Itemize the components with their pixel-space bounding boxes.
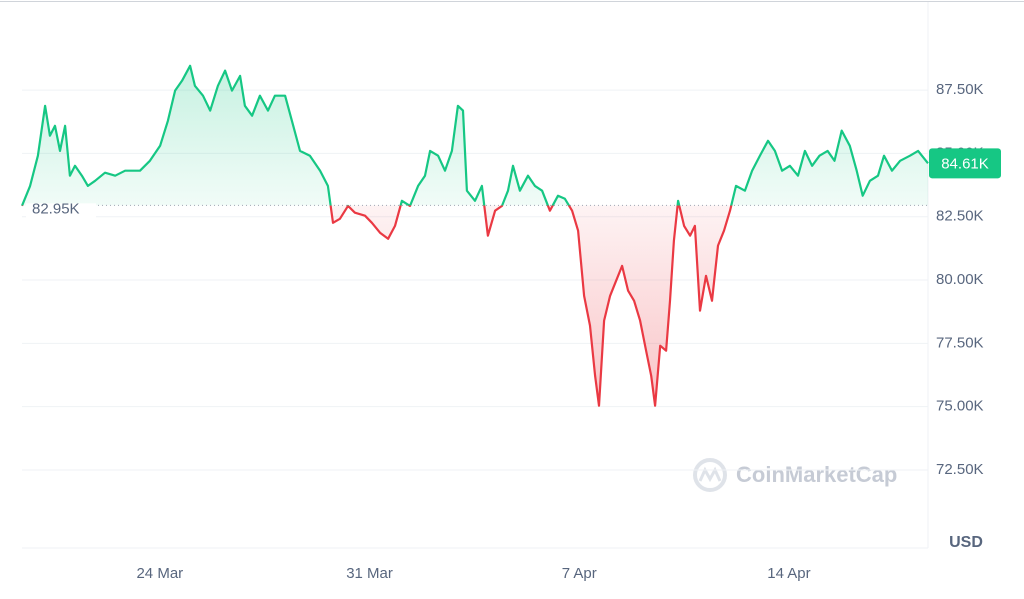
x-tick-label: 7 Apr <box>562 565 597 582</box>
y-tick-label: 77.50K <box>936 334 984 351</box>
watermark-logo <box>693 458 727 492</box>
y-tick-label: 75.00K <box>936 398 984 415</box>
last-price-badge <box>929 148 1001 179</box>
y-tick-label: 87.50K <box>936 81 984 98</box>
y-tick-label: 80.00K <box>936 271 984 288</box>
baseline-label: 82.95K <box>32 200 80 217</box>
price-line <box>20 64 929 407</box>
area-fill <box>22 65 928 406</box>
x-tick-label: 24 Mar <box>136 565 183 582</box>
watermark: CoinMarketCap <box>736 462 897 487</box>
baseline-label-bg <box>26 203 96 226</box>
y-tick-label: 82.50K <box>936 208 984 225</box>
last-price-label: 84.61K <box>941 155 989 172</box>
x-tick-label: 14 Apr <box>767 565 810 582</box>
y-tick-label: 72.50K <box>936 461 984 478</box>
x-tick-label: 31 Mar <box>346 565 393 582</box>
currency-label: USD <box>949 534 983 551</box>
